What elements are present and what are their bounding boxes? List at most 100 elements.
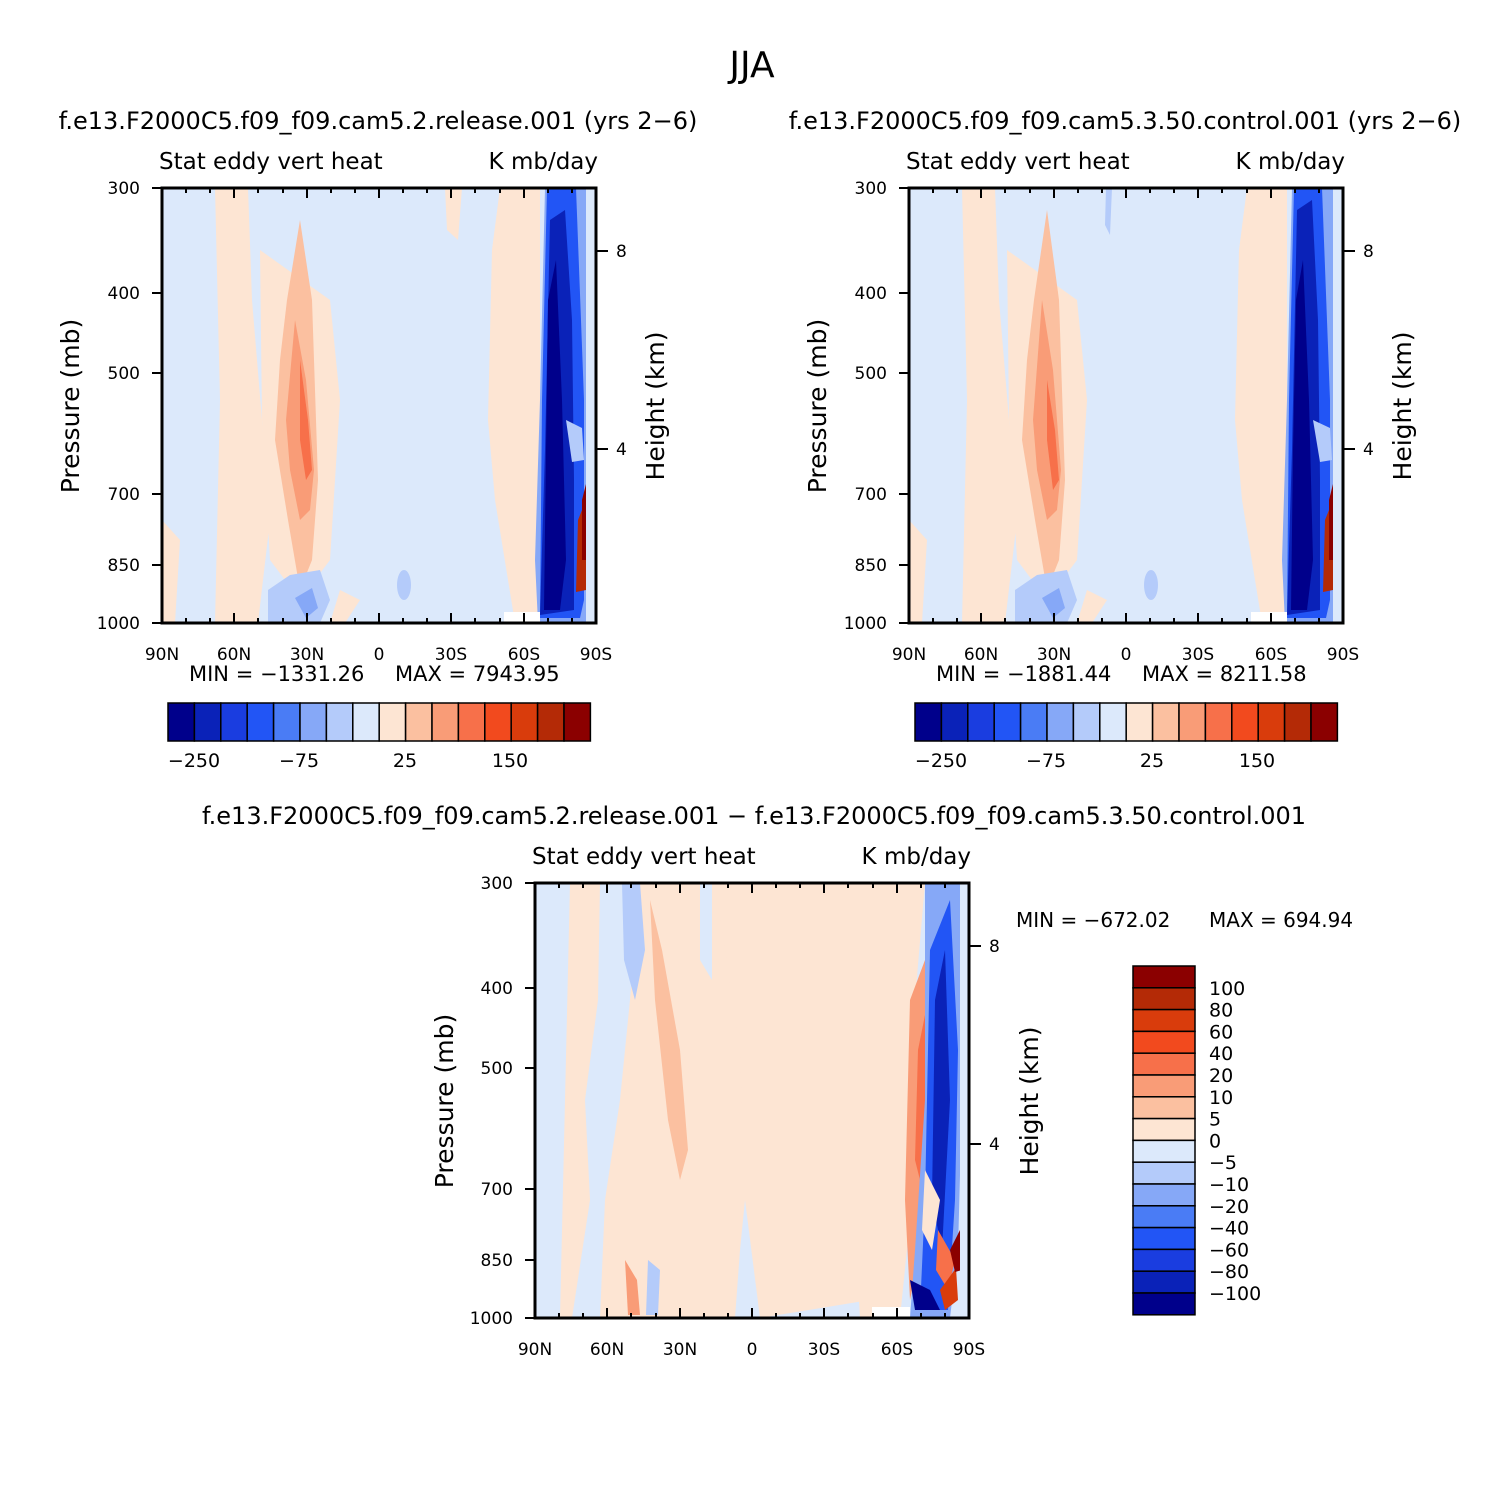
colorbar-swatch [1283,702,1312,742]
x-tick-label: 60S [881,1340,913,1360]
y-tick-label: 1000 [470,1309,513,1329]
colorbar-label: −100 [1209,1283,1261,1305]
colorbar-swatch [352,702,380,742]
y-axis-label: Pressure (mb) [56,319,85,493]
y-ticks: 300 400 500 700 850 1000 8 4 [844,179,1374,634]
x-tick-label: 60N [964,645,998,665]
colorbar-swatch [510,702,539,742]
colorbar-swatch [325,702,354,742]
colorbar-swatch [1132,1161,1196,1185]
colorbar [167,702,592,742]
y-axis-label-right: Height (km) [1015,1027,1044,1176]
plot-area [533,881,971,1320]
colorbar-swatch [1132,1270,1196,1294]
x-tick-marks [899,187,1355,624]
y-tick-label: 1000 [844,614,887,634]
colorbar-label: −60 [1209,1239,1249,1261]
x-tick-label: 60S [1255,645,1287,665]
colorbar-swatch [1132,1008,1196,1033]
colorbar-swatch [246,702,275,742]
y-tick-label: 850 [481,1251,513,1271]
colorbar-label: 40 [1209,1043,1233,1065]
colorbar-swatch [1204,702,1233,742]
colorbar-swatch [457,702,486,742]
y-tick-label: 500 [481,1059,513,1079]
x-tick-label: 30N [1037,645,1071,665]
y-tick-label: 850 [108,556,140,576]
colorbar-label: −20 [1209,1196,1249,1218]
colorbar-swatch [1132,965,1196,989]
colorbar-label: 150 [1239,750,1275,772]
colorbar-swatch [1132,1117,1196,1142]
x-tick-label: 90N [145,645,179,665]
x-tick-label: 60S [508,645,540,665]
colorbar-swatch [1132,1183,1196,1207]
colorbar-swatch [431,702,460,742]
colorbar-swatch [378,702,407,742]
colorbar-swatch [1310,702,1339,742]
y-tick-label: 400 [481,979,513,999]
colorbar-swatch [1151,702,1180,742]
panel-title: f.e13.F2000C5.f09_f09.cam5.2.release.001… [202,802,1306,830]
min-text: MIN = −1331.26 [189,662,364,686]
x-tick-marks [152,187,608,624]
colorbar-label: −10 [1209,1174,1249,1196]
colorbar-label: −5 [1209,1152,1237,1174]
panel-title: f.e13.F2000C5.f09_f09.cam5.2.release.001… [59,107,698,135]
colorbar-label: 80 [1209,1000,1233,1022]
colorbar-swatch [167,702,196,742]
colorbar-swatch [484,702,512,742]
colorbar-swatch [220,702,248,742]
y-tick-label: 700 [108,485,140,505]
colorbar-swatch [1231,702,1259,742]
panel-title: f.e13.F2000C5.f09_f09.cam5.3.50.control.… [789,107,1462,135]
panel-release: f.e13.F2000C5.f09_f09.cam5.2.release.001… [56,107,697,772]
y-tick-label: 500 [855,364,887,384]
colorbar-swatch [299,702,328,742]
colorbar-swatch [272,702,301,742]
y-right-tick-label: 8 [616,242,627,262]
colorbar-label: −75 [1026,750,1066,772]
y-tick-label: 500 [108,364,140,384]
colorbar-swatch [1132,1096,1196,1120]
max-text: MAX = 7943.95 [395,662,560,686]
colorbar-swatch [1132,1205,1196,1229]
colorbar-swatch [1132,1030,1196,1054]
colorbar [914,702,1339,742]
subtitle-left: Stat eddy vert heat [159,149,383,175]
y-right-tick-label: 4 [989,1135,1000,1155]
y-right-tick-label: 8 [1363,242,1374,262]
y-right-tick-label: 8 [989,937,1000,957]
y-tick-label: 400 [108,284,140,304]
colorbar-label: −75 [279,750,319,772]
subtitle-right: K mb/day [489,149,598,175]
colorbar-swatch [1132,987,1196,1011]
colorbar-label: 60 [1209,1021,1233,1043]
x-tick-label: 90S [1327,645,1359,665]
panel-difference: f.e13.F2000C5.f09_f09.cam5.2.release.001… [202,802,1353,1360]
y-tick-label: 300 [855,179,887,199]
colorbar-swatch [404,702,433,742]
colorbar-swatch [1019,702,1048,742]
colorbar-swatch [993,702,1022,742]
y-right-tick-label: 4 [1363,440,1374,460]
colorbar-swatch [563,702,592,742]
colorbar-label: −250 [915,750,967,772]
x-tick-label: 30N [663,1340,697,1360]
x-ticks: 90N 60N 30N 0 30S 60S 90S [892,645,1359,665]
y-axis-label: Pressure (mb) [803,319,832,493]
colorbar-label: 150 [492,750,528,772]
min-text: MIN = −672.02 [1016,908,1170,932]
colorbar-swatch [193,702,222,742]
colorbar-labels: −250 −75 25 150 [915,750,1275,772]
subtitle-left: Stat eddy vert heat [906,149,1130,175]
colorbar-swatch [1125,702,1154,742]
y-axis-label-right: Height (km) [641,332,670,481]
y-tick-label: 700 [855,485,887,505]
colorbar-swatch [1178,702,1207,742]
max-text: MAX = 694.94 [1209,908,1353,932]
subtitle-right: K mb/day [1236,149,1345,175]
colorbar-label: 0 [1209,1130,1221,1152]
x-ticks: 90N 60N 30N 0 30S 60S 90S [518,1340,985,1360]
